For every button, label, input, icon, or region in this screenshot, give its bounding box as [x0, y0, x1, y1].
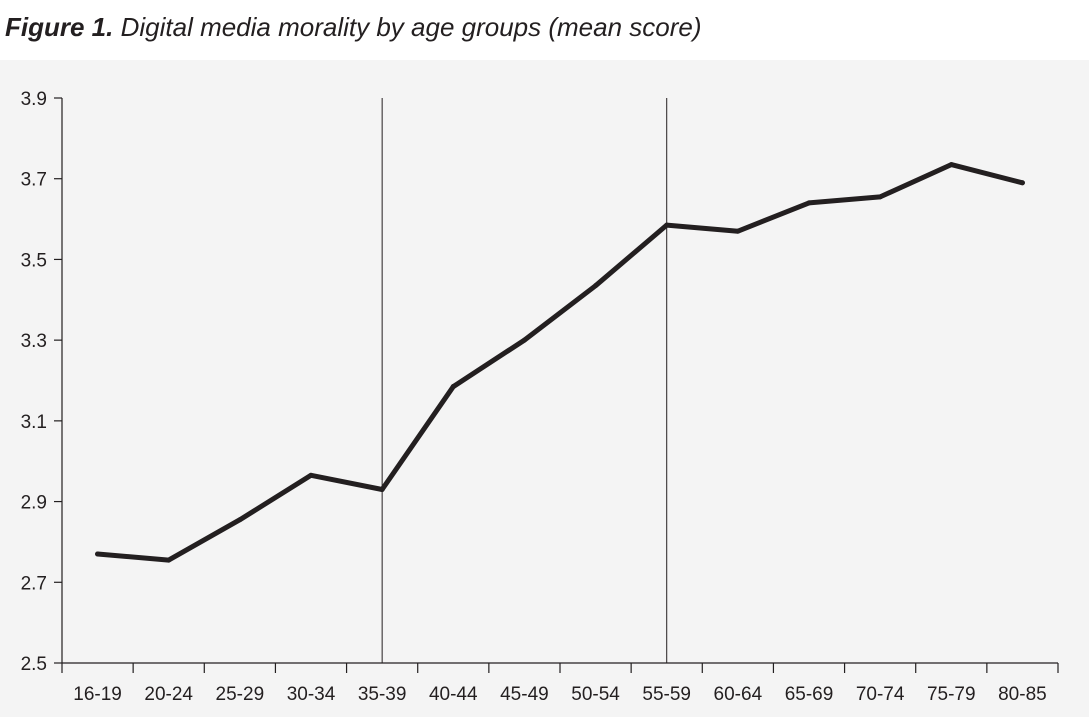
figure-label: Figure 1.	[5, 12, 114, 42]
data-point	[735, 228, 741, 234]
x-tick-label: 45-49	[500, 684, 549, 705]
x-tick-label: 65-69	[785, 684, 834, 705]
x-tick-label: 40-44	[429, 684, 478, 705]
x-tick-label: 70-74	[856, 684, 905, 705]
chart-area	[0, 60, 1089, 717]
data-point	[308, 472, 314, 478]
y-tick-label: 2.5	[21, 654, 47, 675]
y-tick-label: 3.3	[21, 331, 47, 352]
data-point	[95, 551, 101, 557]
x-tick-label: 20-24	[144, 684, 193, 705]
x-tick-label: 50-54	[571, 684, 620, 705]
figure-title: Figure 1. Digital media morality by age …	[5, 12, 702, 43]
data-point	[664, 222, 670, 228]
data-point	[166, 557, 172, 563]
data-point	[1019, 180, 1025, 186]
data-point	[593, 283, 599, 289]
data-point	[379, 486, 385, 492]
x-tick-label: 75-79	[927, 684, 976, 705]
x-tick-label: 35-39	[358, 684, 407, 705]
x-tick-label: 80-85	[998, 684, 1047, 705]
data-point	[237, 517, 243, 523]
x-tick-label: 60-64	[714, 684, 763, 705]
x-tick-label: 55-59	[642, 684, 691, 705]
data-point	[948, 162, 954, 168]
data-point	[806, 200, 812, 206]
y-tick-label: 3.1	[21, 412, 47, 433]
y-tick-label: 3.7	[21, 170, 47, 191]
x-tick-label: 16-19	[73, 684, 122, 705]
x-tick-label: 25-29	[216, 684, 265, 705]
series-line	[95, 162, 1025, 563]
data-point	[877, 194, 883, 200]
y-tick-label: 3.9	[21, 89, 47, 110]
figure-caption: Digital media morality by age groups (me…	[120, 12, 702, 42]
y-tick-label: 2.9	[21, 493, 47, 514]
x-tick-label: 30-34	[287, 684, 336, 705]
y-tick-label: 3.5	[21, 250, 47, 271]
data-point	[450, 384, 456, 390]
data-point	[521, 337, 527, 343]
y-tick-label: 2.7	[21, 573, 47, 594]
